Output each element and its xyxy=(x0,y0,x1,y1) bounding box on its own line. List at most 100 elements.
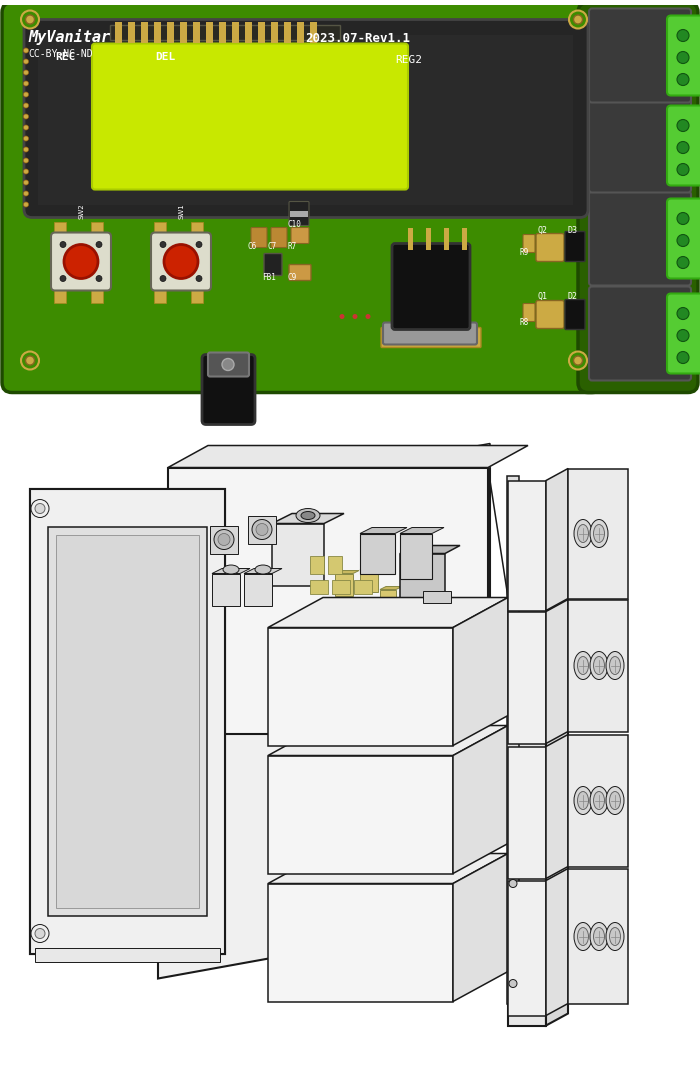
Polygon shape xyxy=(30,489,225,954)
Circle shape xyxy=(24,81,29,86)
FancyBboxPatch shape xyxy=(565,232,585,261)
Bar xyxy=(54,221,66,235)
Polygon shape xyxy=(568,599,628,732)
Circle shape xyxy=(31,500,49,517)
Ellipse shape xyxy=(610,657,620,674)
Polygon shape xyxy=(360,528,407,533)
Circle shape xyxy=(252,519,272,540)
Text: DEL: DEL xyxy=(155,52,175,62)
Polygon shape xyxy=(423,591,451,603)
Text: R7: R7 xyxy=(288,242,298,250)
Polygon shape xyxy=(380,590,396,614)
Text: CC-BY-NC-ND: CC-BY-NC-ND xyxy=(28,49,92,59)
Circle shape xyxy=(509,879,517,888)
FancyBboxPatch shape xyxy=(264,254,282,275)
Ellipse shape xyxy=(223,565,239,575)
Polygon shape xyxy=(212,568,250,573)
Polygon shape xyxy=(30,489,225,954)
Bar xyxy=(310,22,317,42)
Circle shape xyxy=(25,356,34,365)
Bar xyxy=(91,221,103,235)
Polygon shape xyxy=(335,601,355,604)
Circle shape xyxy=(24,191,29,196)
Circle shape xyxy=(677,74,689,86)
Circle shape xyxy=(60,275,66,282)
Circle shape xyxy=(24,114,29,119)
Polygon shape xyxy=(546,868,568,1016)
Ellipse shape xyxy=(594,928,605,945)
Bar xyxy=(56,534,199,907)
Circle shape xyxy=(24,48,29,53)
Ellipse shape xyxy=(578,928,589,945)
Circle shape xyxy=(573,15,582,24)
Text: C9: C9 xyxy=(288,272,298,282)
Polygon shape xyxy=(508,480,546,610)
FancyBboxPatch shape xyxy=(24,20,588,218)
Bar xyxy=(54,288,66,302)
Polygon shape xyxy=(335,570,359,573)
Ellipse shape xyxy=(610,928,620,945)
Bar xyxy=(462,228,467,249)
Ellipse shape xyxy=(594,525,605,542)
Ellipse shape xyxy=(590,651,608,680)
FancyBboxPatch shape xyxy=(523,304,535,322)
Text: SW1: SW1 xyxy=(178,203,184,219)
Polygon shape xyxy=(244,573,272,606)
Circle shape xyxy=(21,11,39,28)
Polygon shape xyxy=(400,545,460,554)
Ellipse shape xyxy=(578,791,589,810)
Polygon shape xyxy=(168,446,528,467)
FancyBboxPatch shape xyxy=(667,15,700,95)
Ellipse shape xyxy=(606,651,624,680)
Bar xyxy=(91,288,103,302)
FancyBboxPatch shape xyxy=(208,352,249,376)
Circle shape xyxy=(353,314,358,319)
FancyBboxPatch shape xyxy=(589,192,691,285)
Text: D3: D3 xyxy=(567,225,577,234)
Bar xyxy=(110,25,340,39)
FancyBboxPatch shape xyxy=(589,99,691,193)
Bar xyxy=(354,580,372,594)
Bar xyxy=(191,288,203,302)
Bar xyxy=(310,555,324,573)
Bar xyxy=(290,210,308,217)
Circle shape xyxy=(24,59,29,64)
Circle shape xyxy=(509,552,517,559)
Bar xyxy=(154,221,166,235)
Ellipse shape xyxy=(590,787,608,814)
Ellipse shape xyxy=(296,508,320,522)
Polygon shape xyxy=(365,601,385,604)
Polygon shape xyxy=(453,597,508,746)
Bar xyxy=(400,533,432,579)
Circle shape xyxy=(509,770,517,777)
Bar xyxy=(38,35,573,205)
Polygon shape xyxy=(268,853,508,883)
Text: C10: C10 xyxy=(288,219,302,229)
Bar xyxy=(35,947,220,962)
Text: R9: R9 xyxy=(519,247,528,257)
Bar xyxy=(191,221,203,235)
FancyBboxPatch shape xyxy=(381,327,481,348)
Polygon shape xyxy=(508,747,546,878)
Ellipse shape xyxy=(574,922,592,951)
Circle shape xyxy=(164,245,198,279)
Bar xyxy=(271,22,278,42)
FancyBboxPatch shape xyxy=(2,2,602,392)
Circle shape xyxy=(21,351,39,370)
Text: 2023.07-Rev1.1: 2023.07-Rev1.1 xyxy=(305,31,410,44)
Text: D2: D2 xyxy=(567,292,577,300)
Polygon shape xyxy=(508,611,546,744)
Polygon shape xyxy=(400,528,444,533)
Circle shape xyxy=(160,275,166,282)
Ellipse shape xyxy=(578,525,589,542)
Circle shape xyxy=(218,533,230,545)
Bar xyxy=(408,228,413,249)
Circle shape xyxy=(31,925,49,942)
Circle shape xyxy=(214,529,234,550)
Ellipse shape xyxy=(574,787,592,814)
FancyBboxPatch shape xyxy=(202,354,255,425)
Circle shape xyxy=(60,242,66,247)
Polygon shape xyxy=(453,725,508,874)
Circle shape xyxy=(340,314,344,319)
FancyBboxPatch shape xyxy=(589,286,691,380)
